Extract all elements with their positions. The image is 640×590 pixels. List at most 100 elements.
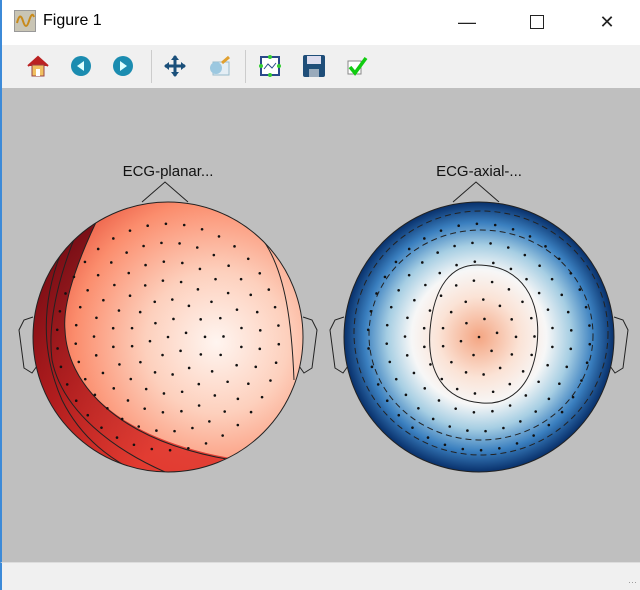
- head-nose-outline: [452, 181, 500, 203]
- sensor-dot: [240, 326, 243, 330]
- toolbar-separator: [151, 50, 152, 83]
- figure-canvas[interactable]: ECG-planar... ECG-axial-...: [0, 88, 640, 562]
- sensor-dot: [120, 417, 124, 421]
- sensor-dot: [129, 377, 133, 381]
- sensor-dot: [521, 300, 524, 304]
- sensor-dot: [144, 387, 148, 391]
- sensor-dot: [83, 377, 87, 381]
- sensor-dot: [111, 326, 115, 330]
- sensor-dot: [274, 361, 278, 365]
- sensor-dot: [550, 277, 554, 281]
- sensor-dot: [519, 420, 522, 423]
- sensor-dot: [213, 394, 217, 397]
- sensor-dot: [498, 304, 502, 308]
- minimize-button[interactable]: —: [452, 8, 482, 36]
- sensor-dot: [511, 227, 515, 231]
- sensor-dot: [227, 264, 230, 268]
- sensor-dot: [484, 429, 487, 433]
- sensor-dot: [255, 310, 259, 314]
- save-button[interactable]: [301, 53, 327, 79]
- floppy-disk-icon: [303, 55, 325, 77]
- sensor-dot: [180, 409, 183, 413]
- sensor-dot: [77, 360, 81, 364]
- sensor-dot: [160, 241, 163, 245]
- sensor-markers: [55, 222, 281, 452]
- checkmark-icon: [347, 56, 368, 76]
- sensor-dot: [508, 382, 512, 386]
- status-bar: ⋯: [0, 562, 640, 590]
- sensor-dot: [412, 371, 416, 375]
- sensor-dot: [370, 365, 374, 369]
- sensor-dot: [240, 345, 243, 349]
- sensor-dot: [83, 260, 87, 264]
- sensor-dot: [164, 222, 168, 226]
- resize-grip-icon[interactable]: ⋯: [628, 577, 637, 587]
- sensor-dot: [74, 399, 78, 402]
- forward-button[interactable]: [110, 53, 136, 79]
- sensor-dot: [102, 298, 105, 302]
- sensor-dot: [112, 387, 116, 390]
- sensor-dot: [471, 241, 474, 245]
- sensor-dot: [115, 436, 119, 439]
- sensor-dot: [403, 335, 407, 338]
- sensor-dot: [510, 318, 513, 321]
- customize-button[interactable]: [344, 53, 370, 79]
- sensor-dot: [388, 360, 392, 364]
- sensor-dot: [154, 321, 157, 325]
- sensor-dot: [534, 410, 538, 413]
- sensor-dot: [184, 331, 188, 335]
- sensor-dot: [260, 395, 264, 399]
- zoom-button[interactable]: [206, 53, 232, 79]
- sensor-dot: [150, 447, 154, 451]
- sensor-dot: [125, 251, 128, 254]
- sensor-dot: [490, 280, 494, 284]
- close-button[interactable]: ✕: [592, 8, 622, 36]
- sensor-dot: [161, 279, 165, 282]
- sensor-dot: [187, 366, 191, 370]
- sensor-dot: [127, 271, 131, 275]
- maximize-button[interactable]: [522, 8, 552, 36]
- sensor-dot: [171, 373, 174, 376]
- sensor-dot: [397, 288, 400, 292]
- sensor-dot: [441, 326, 445, 330]
- sensor-dot: [420, 261, 424, 264]
- sensor-dot: [226, 291, 230, 295]
- sensor-dot: [55, 328, 59, 332]
- arrow-left-icon: [71, 56, 91, 76]
- sensor-dot: [454, 284, 458, 287]
- sensor-dot: [509, 267, 513, 271]
- sensor-dot: [143, 407, 146, 410]
- sensor-dot: [508, 404, 512, 407]
- sensor-dot: [524, 394, 528, 397]
- sensor-dot: [406, 316, 409, 320]
- sensor-dot: [450, 360, 453, 364]
- sensor-dot: [222, 335, 225, 338]
- sensor-dot: [455, 387, 459, 391]
- sensor-dot: [407, 247, 411, 251]
- sensor-dot: [417, 406, 420, 410]
- sensor-dot: [443, 443, 447, 447]
- back-button[interactable]: [68, 53, 94, 79]
- sensor-dot: [162, 260, 166, 263]
- sensor-dot: [490, 349, 493, 353]
- sensor-dot: [466, 429, 469, 432]
- topomap-axial: ECG-axial-...: [329, 163, 629, 473]
- sensor-dot: [584, 305, 588, 309]
- sensor-dot: [219, 316, 222, 320]
- subplots-button[interactable]: [257, 53, 283, 79]
- sensor-dot: [208, 420, 211, 423]
- sensor-dot: [510, 353, 514, 356]
- sensor-dot: [472, 353, 475, 357]
- home-button[interactable]: [25, 53, 51, 79]
- title-bar: Figure 1 — ✕: [0, 0, 640, 45]
- sensor-dot: [547, 423, 551, 427]
- sensor-dot: [56, 347, 59, 350]
- sensor-dot: [546, 308, 550, 311]
- sensor-dot: [78, 305, 82, 309]
- sensor-dot: [142, 244, 145, 248]
- sensor-dot: [483, 317, 486, 321]
- sensor-dot: [521, 370, 525, 373]
- sensor-dot: [448, 425, 452, 428]
- pan-button[interactable]: [162, 53, 188, 79]
- sensor-dot: [495, 331, 499, 335]
